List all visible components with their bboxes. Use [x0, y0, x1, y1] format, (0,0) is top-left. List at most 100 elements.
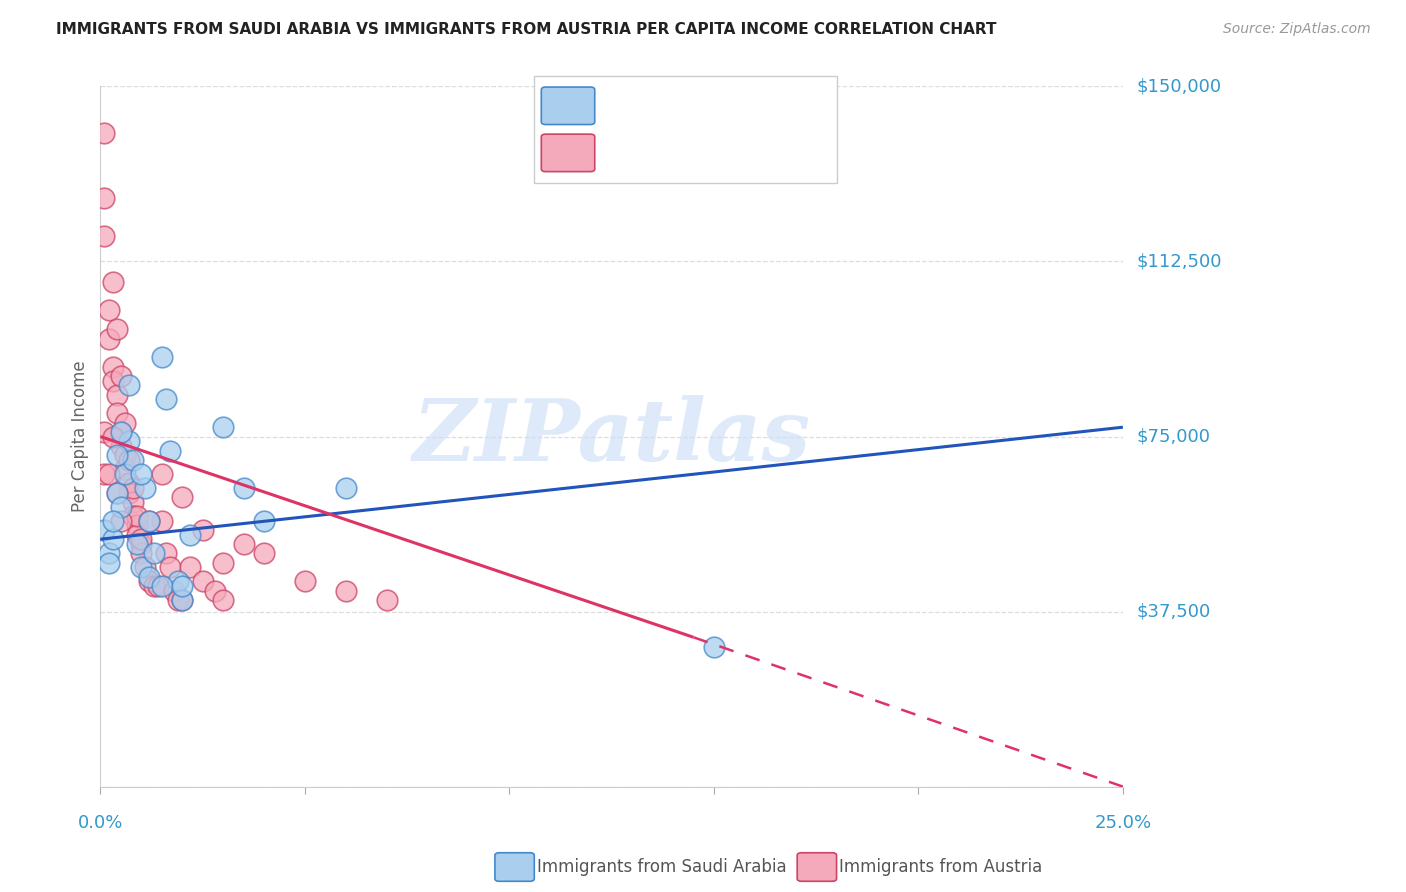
Point [129, 533, 152, 547]
Text: N =: N = [704, 97, 741, 115]
Point [114, 467, 136, 481]
Text: 25.0%: 25.0% [1094, 814, 1152, 832]
Point [114, 448, 136, 462]
Point [97, 303, 120, 318]
Point [335, 583, 357, 598]
Point [129, 467, 152, 481]
Point [118, 453, 141, 467]
Text: 33: 33 [742, 97, 766, 115]
Point [375, 593, 398, 607]
Point [105, 387, 128, 401]
Point [138, 569, 160, 583]
Text: 0.175: 0.175 [641, 97, 693, 115]
Point [101, 374, 124, 388]
Point [150, 467, 173, 481]
Point [110, 425, 132, 439]
Point [129, 537, 152, 551]
Text: Source: ZipAtlas.com: Source: ZipAtlas.com [1223, 22, 1371, 37]
Point [110, 439, 132, 453]
Text: $150,000: $150,000 [1137, 78, 1222, 95]
Text: ZIPatlas: ZIPatlas [412, 395, 811, 478]
Point [232, 481, 254, 495]
Point [179, 560, 201, 574]
Point [110, 425, 132, 439]
Text: Immigrants from Saudi Arabia: Immigrants from Saudi Arabia [537, 858, 787, 876]
Point [101, 276, 124, 290]
Point [172, 490, 194, 504]
Text: $112,500: $112,500 [1137, 252, 1222, 270]
Point [127, 527, 149, 541]
Point [155, 392, 177, 407]
Point [212, 420, 235, 434]
Text: N =: N = [711, 144, 748, 161]
Point [134, 560, 156, 574]
Point [122, 481, 145, 495]
Point [703, 640, 725, 654]
Point [167, 574, 190, 589]
Point [118, 434, 141, 449]
Point [105, 406, 128, 420]
Point [110, 500, 132, 514]
Point [122, 453, 145, 467]
Point [129, 546, 152, 560]
Point [93, 467, 115, 481]
Point [93, 126, 115, 140]
Point [129, 560, 152, 574]
Point [294, 574, 316, 589]
Point [138, 514, 160, 528]
Point [93, 425, 115, 439]
Point [118, 485, 141, 500]
Text: 0.0%: 0.0% [77, 814, 124, 832]
Point [138, 574, 160, 589]
Point [253, 546, 276, 560]
Point [335, 481, 357, 495]
Point [150, 579, 173, 593]
Point [101, 429, 124, 443]
Text: 59: 59 [749, 144, 772, 161]
Point [122, 508, 145, 523]
Point [204, 583, 226, 598]
Point [172, 593, 194, 607]
Point [105, 485, 128, 500]
Point [118, 378, 141, 392]
Point [122, 495, 145, 509]
Point [97, 556, 120, 570]
Text: $75,000: $75,000 [1137, 427, 1211, 445]
Y-axis label: Per Capita Income: Per Capita Income [72, 360, 89, 512]
Point [97, 467, 120, 481]
Text: -0.231: -0.231 [641, 144, 700, 161]
Point [110, 514, 132, 528]
Point [110, 368, 132, 383]
Point [212, 556, 235, 570]
Point [93, 191, 115, 205]
Point [167, 593, 190, 607]
Text: IMMIGRANTS FROM SAUDI ARABIA VS IMMIGRANTS FROM AUSTRIA PER CAPITA INCOME CORREL: IMMIGRANTS FROM SAUDI ARABIA VS IMMIGRAN… [56, 22, 997, 37]
Point [146, 579, 169, 593]
Point [134, 481, 156, 495]
Point [142, 546, 165, 560]
Point [142, 579, 165, 593]
Point [97, 331, 120, 345]
Point [159, 443, 181, 458]
Point [101, 359, 124, 374]
Point [172, 579, 194, 593]
Point [127, 537, 149, 551]
Point [191, 574, 214, 589]
Point [232, 537, 254, 551]
Point [105, 322, 128, 336]
Point [138, 514, 160, 528]
Point [150, 350, 173, 364]
Point [212, 593, 235, 607]
Point [127, 508, 149, 523]
Point [118, 476, 141, 491]
Point [114, 416, 136, 430]
Point [127, 518, 149, 533]
Point [150, 514, 173, 528]
Point [155, 546, 177, 560]
Point [93, 523, 115, 537]
Text: R =: R = [602, 97, 638, 115]
Point [101, 514, 124, 528]
Point [253, 514, 276, 528]
Text: Immigrants from Austria: Immigrants from Austria [839, 858, 1043, 876]
Point [105, 485, 128, 500]
